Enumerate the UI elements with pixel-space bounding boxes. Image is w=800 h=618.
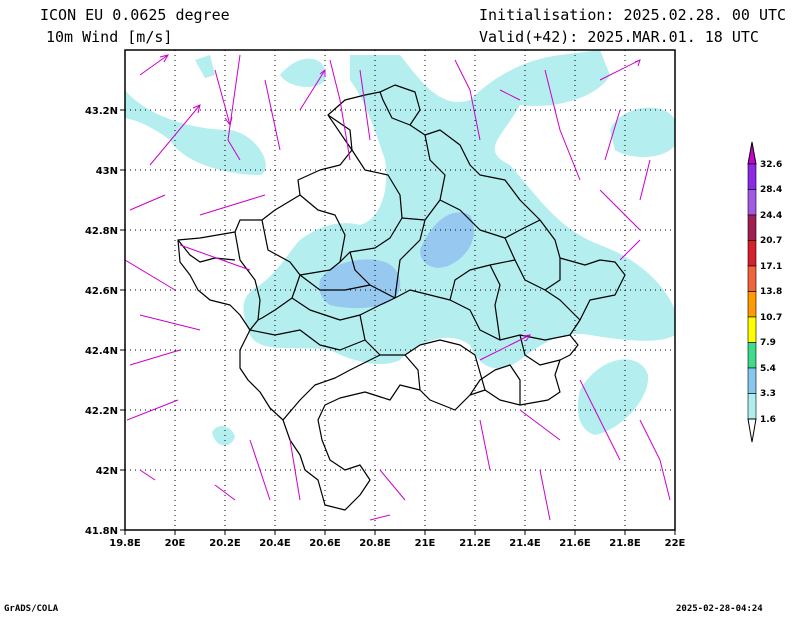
colorbar-cell xyxy=(747,265,757,292)
colorbar-cell xyxy=(747,316,757,343)
colorbar-label: 20.7 xyxy=(760,236,782,246)
shade-light xyxy=(610,107,675,157)
tick-marks xyxy=(120,109,676,535)
colorbar-label: 10.7 xyxy=(760,313,782,323)
colorbar: 32.6 28.4 24.4 20.7 17.1 13.8 10.7 7.9 5… xyxy=(747,141,782,443)
x-tick-label: 20.8E xyxy=(359,538,391,549)
colorbar-bottom-arrow xyxy=(747,418,757,443)
colorbar-cell xyxy=(747,393,757,420)
colorbar-label: 24.4 xyxy=(760,211,782,221)
colorbar-cell xyxy=(747,240,757,267)
x-axis-labels: 19.8E 20E 20.2E 20.4E 20.6E 20.8E 21E 21… xyxy=(109,538,685,549)
administrative-borders xyxy=(177,84,626,511)
x-tick-label: 21.4E xyxy=(509,538,541,549)
y-tick-label: 42.4N xyxy=(85,346,118,357)
colorbar-cell xyxy=(747,163,757,190)
shade-blue xyxy=(420,212,474,268)
shade-light xyxy=(280,58,326,87)
colorbar-label: 13.8 xyxy=(760,287,782,297)
init-time: Initialisation: 2025.02.28. 00 UTC xyxy=(479,6,787,24)
wind-vectors xyxy=(125,54,671,521)
y-axis-labels: 41.8N 42N 42.2N 42.4N 42.6N 42.8N 43N 43… xyxy=(85,106,118,537)
x-tick-label: 19.8E xyxy=(109,538,141,549)
shade-light xyxy=(195,55,215,78)
y-tick-label: 42.2N xyxy=(85,406,118,417)
x-tick-label: 20.4E xyxy=(259,538,291,549)
render-timestamp: 2025-02-28-04:24 xyxy=(676,604,763,614)
colorbar-label: 28.4 xyxy=(760,185,782,195)
colorbar-label: 32.6 xyxy=(760,160,782,170)
map-subtitle: 10m Wind [m/s] xyxy=(46,28,173,46)
shade-blue xyxy=(319,259,401,309)
x-tick-label: 20.2E xyxy=(209,538,241,549)
x-tick-label: 22E xyxy=(665,538,686,549)
shade-light xyxy=(125,90,266,175)
valid-time: Valid(+42): 2025.MAR.01. 18 UTC xyxy=(479,28,759,46)
x-tick-label: 20.6E xyxy=(309,538,341,549)
shade-light xyxy=(577,359,649,435)
country-outline xyxy=(177,91,626,511)
grads-credit: GrADS/COLA xyxy=(4,604,59,614)
y-tick-label: 42.8N xyxy=(85,226,118,237)
colorbar-top-arrow xyxy=(747,141,757,165)
colorbar-cell xyxy=(747,291,757,318)
x-tick-label: 21.8E xyxy=(609,538,641,549)
map-title: ICON EU 0.0625 degree xyxy=(40,6,230,24)
x-tick-label: 21.6E xyxy=(559,538,591,549)
y-tick-label: 43.2N xyxy=(85,106,118,117)
y-tick-label: 43N xyxy=(96,166,118,177)
shade-light xyxy=(212,425,235,446)
colorbar-cell xyxy=(747,367,757,394)
y-tick-label: 42.6N xyxy=(85,286,118,297)
y-tick-label: 42N xyxy=(96,466,118,477)
colorbar-label: 1.6 xyxy=(760,415,776,425)
wind-shading xyxy=(125,50,675,446)
colorbar-cell xyxy=(747,214,757,241)
x-tick-label: 21.2E xyxy=(459,538,491,549)
x-tick-label: 21E xyxy=(415,538,436,549)
x-tick-label: 20E xyxy=(165,538,186,549)
colorbar-label: 17.1 xyxy=(760,262,782,272)
colorbar-cell xyxy=(747,342,757,369)
y-tick-label: 41.8N xyxy=(85,526,118,537)
colorbar-label: 3.3 xyxy=(760,389,776,399)
colorbar-label: 7.9 xyxy=(760,338,776,348)
colorbar-cell xyxy=(747,189,757,216)
colorbar-label: 5.4 xyxy=(760,364,776,374)
graticule xyxy=(125,50,675,530)
